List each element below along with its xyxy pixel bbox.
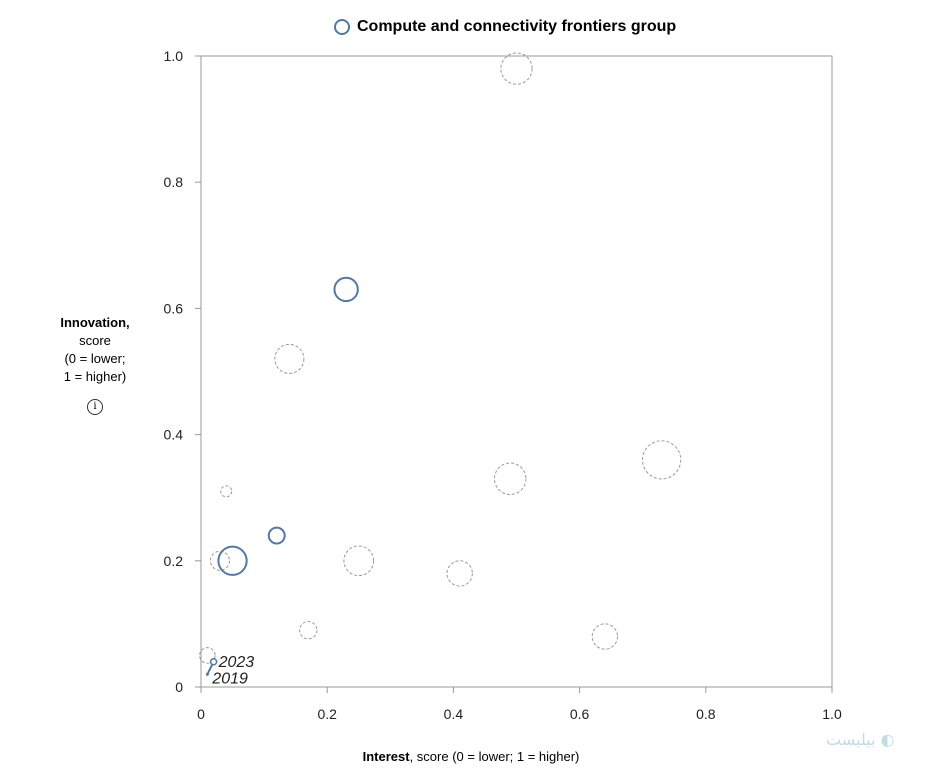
info-icon[interactable]: i <box>87 399 103 415</box>
legend-circle-icon <box>334 19 350 35</box>
plot-frame <box>200 55 833 688</box>
legend: Compute and connectivity frontiers group <box>334 18 676 36</box>
y-tick-label-2: 0.4 <box>164 427 184 443</box>
bubble-highlighted-2 <box>217 545 248 576</box>
bubble-other-6 <box>209 550 230 571</box>
y-axis-label-line-1: score <box>79 333 111 348</box>
year-label-2019: 2019 <box>211 670 248 687</box>
bubble-highlighted-0 <box>333 276 359 303</box>
x-tick-label-3: 0.6 <box>570 706 590 722</box>
bubble-other-5 <box>343 545 375 577</box>
watermark-logo: بیلیست ◐ <box>826 730 895 749</box>
bubble-other-4 <box>220 485 233 498</box>
bubble-other-7 <box>446 560 473 587</box>
x-tick-label-0: 0 <box>197 706 205 722</box>
x-axis-label-title: Interest <box>362 749 410 764</box>
y-tick-label-1: 0.2 <box>164 553 184 569</box>
x-axis-label: Interest, score (0 = lower; 1 = higher) <box>0 749 942 764</box>
bubble-highlighted-1 <box>267 526 286 545</box>
bubble-other-1 <box>274 343 305 374</box>
x-tick-label-4: 0.8 <box>696 706 716 722</box>
x-tick-label-2: 0.4 <box>444 706 464 722</box>
x-tick-label-1: 0.2 <box>317 706 337 722</box>
y-tick-label-0: 0 <box>175 679 183 695</box>
trajectory-end-dot <box>209 658 218 666</box>
bubble-other-10 <box>199 647 216 664</box>
bubble-other-0 <box>500 52 533 85</box>
y-axis-label: Innovation, score (0 = lower; 1 = higher… <box>40 314 150 386</box>
bubble-other-9 <box>591 623 619 650</box>
y-tick-label-5: 1.0 <box>164 48 184 64</box>
y-axis-label-line-3: 1 = higher) <box>63 369 127 384</box>
y-axis-label-line-2: (0 = lower; <box>64 351 126 366</box>
y-tick-label-4: 0.8 <box>164 174 184 190</box>
y-tick-label-3: 0.6 <box>164 300 184 316</box>
x-axis-label-rest: , score (0 = lower; 1 = higher) <box>409 749 580 764</box>
x-tick-label-5: 1.0 <box>822 706 842 722</box>
bubble-other-3 <box>493 462 527 496</box>
bubble-other-8 <box>299 621 318 640</box>
legend-label: Compute and connectivity frontiers group <box>357 18 677 35</box>
year-label-2023: 2023 <box>218 654 255 671</box>
trajectory-start-dot <box>205 672 209 676</box>
y-axis-label-title: Innovation, <box>60 315 130 330</box>
bubble-other-2 <box>641 440 682 480</box>
